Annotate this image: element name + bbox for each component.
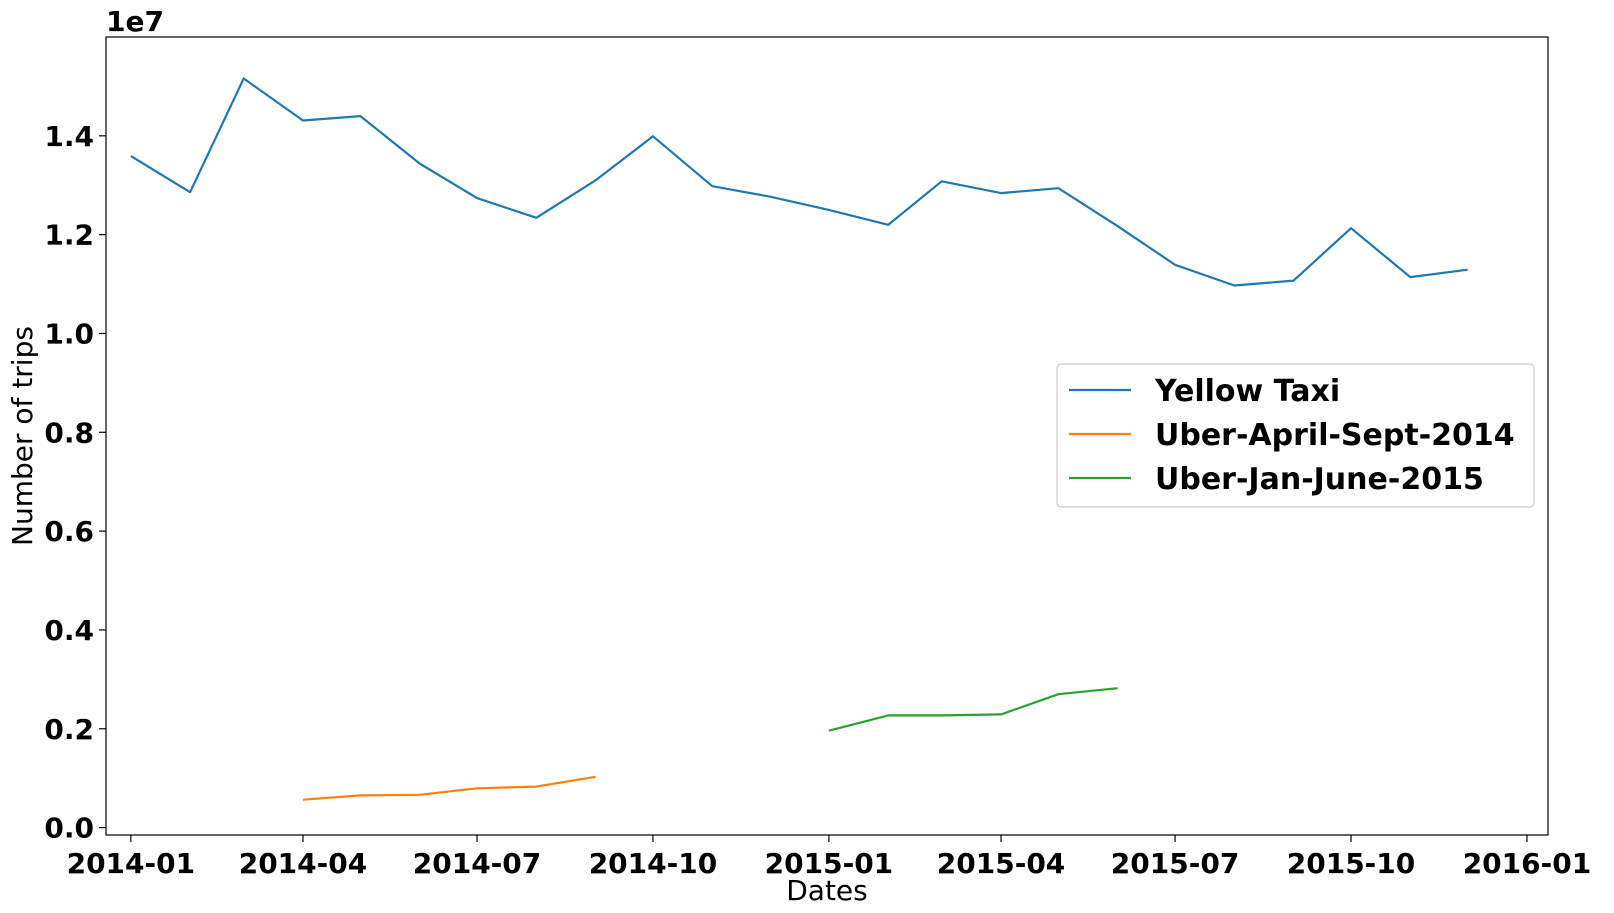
- x-tick-label: 2015-01: [765, 847, 894, 880]
- x-tick-label: 2014-04: [239, 847, 368, 880]
- series-line-1: [130, 77, 1468, 287]
- x-tick-label: 2015-07: [1111, 847, 1240, 880]
- y-tick-label: 0.2: [44, 713, 94, 746]
- x-tick-label: 2014-07: [413, 847, 542, 880]
- y-tick-label: 0.8: [44, 416, 94, 449]
- x-tick-label: 2015-10: [1287, 847, 1416, 880]
- x-tick-label: 2014-01: [67, 847, 196, 880]
- legend-label: Uber-Jan-June-2015: [1155, 462, 1484, 497]
- series-line-2: [302, 775, 596, 801]
- y-tick-label: 0.6: [44, 515, 94, 548]
- y-tick-label: 1.0: [44, 317, 94, 350]
- y-tick-label: 0.0: [44, 812, 94, 845]
- series-line-3: [828, 687, 1118, 732]
- y-offset-text: 1e7: [106, 5, 164, 38]
- legend-label: Yellow Taxi: [1154, 374, 1340, 409]
- x-tick-label: 2014-10: [589, 847, 718, 880]
- legend: Yellow Taxi Uber-April-Sept-2014 Uber-Jan-…: [1056, 363, 1535, 508]
- x-axis-ticks: 2014-01 2014-04 2014-07 2014-10 2015-01 2015-…: [67, 835, 1592, 880]
- x-tick-label: 2015-04: [937, 847, 1066, 880]
- x-tick-label: 2016-01: [1463, 847, 1592, 880]
- y-axis-label: Number of trips: [6, 326, 39, 546]
- x-axis-label: Dates: [786, 874, 868, 907]
- y-axis-ticks: 0.0 0.2 0.4 0.6 0.8 1.0 1.2 1.4: [44, 120, 106, 845]
- legend-box: [1056, 363, 1535, 508]
- y-tick-label: 0.4: [44, 614, 94, 647]
- plot-frame: [105, 36, 1549, 836]
- legend-label: Uber-April-Sept-2014: [1155, 418, 1515, 453]
- plot-lines: [130, 77, 1468, 801]
- y-tick-label: 1.2: [44, 219, 94, 252]
- y-tick-label: 1.4: [44, 120, 94, 153]
